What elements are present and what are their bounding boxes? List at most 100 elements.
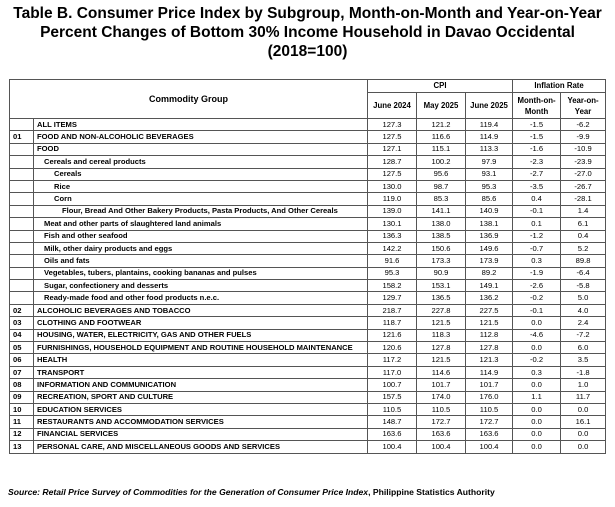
cell-code: 13	[9, 440, 34, 454]
cell-cpi-may-2025: 121.2	[416, 117, 466, 132]
cell-code: 02	[9, 303, 34, 318]
header-june-2024: June 2024	[367, 92, 417, 119]
cell-cpi-june-2024: 117.0	[367, 365, 417, 380]
cell-cpi-may-2025: 90.9	[416, 266, 466, 281]
cell-code: 03	[9, 316, 34, 330]
cell-cpi-june-2025: 121.3	[464, 353, 514, 367]
cell-cpi-may-2025: 172.7	[416, 415, 466, 429]
cell-cpi-june-2024: 148.7	[367, 415, 417, 429]
cell-year-on-year: -7.2	[560, 328, 607, 343]
header-yoy-line-2: Year	[574, 106, 592, 116]
cell-cpi-may-2025: 138.5	[416, 229, 466, 243]
cell-cpi-june-2024: 142.2	[367, 241, 417, 256]
table-row: Meat and other parts of slaughtered land…	[9, 217, 607, 231]
cell-month-on-month: 0.0	[512, 427, 562, 442]
header-june-2025: June 2025	[464, 92, 514, 119]
cell-commodity-group: Meat and other parts of slaughtered land…	[33, 217, 368, 231]
table-row: Ready-made food and other food products …	[9, 291, 607, 305]
table-row: 07 TRANSPORT 117.0 114.6 114.9 0.3 -1.8	[9, 365, 607, 380]
title-line-2: Percent Changes of Bottom 30% Income Hou…	[40, 24, 575, 41]
header-mom-line-2: Month	[524, 106, 549, 116]
cell-year-on-year: 2.4	[560, 316, 607, 330]
cell-cpi-may-2025: 85.3	[416, 192, 466, 206]
cell-month-on-month: -1.2	[512, 229, 562, 243]
header-month-on-month: Month-on- Month	[512, 92, 562, 119]
cell-cpi-may-2025: 114.6	[416, 365, 466, 380]
cell-commodity-group: Sugar, confectionery and desserts	[33, 279, 368, 293]
cell-cpi-may-2025: 110.5	[416, 402, 466, 417]
table-row: Corn 119.0 85.3 85.6 0.4 -28.1	[9, 192, 607, 206]
cell-month-on-month: 0.0	[512, 316, 562, 330]
table-row: 01 FOOD AND NON-ALCOHOLIC BEVERAGES 127.5 1…	[9, 130, 607, 144]
cell-year-on-year: -6.2	[560, 117, 607, 132]
cell-year-on-year: 89.8	[560, 254, 607, 268]
cell-year-on-year: 11.7	[560, 390, 607, 405]
cell-code: 11	[9, 415, 34, 429]
cell-cpi-june-2025: 149.6	[464, 241, 514, 256]
cell-commodity-group: RECREATION, SPORT AND CULTURE	[33, 390, 368, 405]
table-row: 04 HOUSING, WATER, ELECTRICITY, GAS AND O…	[9, 328, 607, 343]
cell-code: 04	[9, 328, 34, 343]
cell-commodity-group: Cereals	[33, 167, 368, 181]
cpi-table-container: Commodity Group CPI Inflation Rate June …	[9, 79, 607, 454]
cell-cpi-june-2024: 127.1	[367, 142, 417, 157]
cell-year-on-year: -23.9	[560, 155, 607, 169]
cell-month-on-month: 0.4	[512, 192, 562, 206]
cell-year-on-year: 6.0	[560, 341, 607, 355]
cell-month-on-month: -0.1	[512, 303, 562, 318]
cell-commodity-group: EDUCATION SERVICES	[33, 402, 368, 417]
cell-cpi-june-2025: 85.6	[464, 192, 514, 206]
cell-commodity-group: RESTAURANTS AND ACCOMMODATION SERVICES	[33, 415, 368, 429]
table-row: Cereals 127.5 95.6 93.1 -2.7 -27.0	[9, 167, 607, 181]
cell-cpi-june-2025: 97.9	[464, 155, 514, 169]
cell-year-on-year: -6.4	[560, 266, 607, 281]
cell-cpi-june-2025: 127.8	[464, 341, 514, 355]
cell-cpi-june-2025: 136.2	[464, 291, 514, 305]
cell-code: 01	[9, 130, 34, 144]
cell-cpi-june-2024: 157.5	[367, 390, 417, 405]
cell-commodity-group: Vegetables, tubers, plantains, cooking b…	[33, 266, 368, 281]
cell-code	[9, 179, 34, 194]
table-title: Table B. Consumer Price Index by Subgrou…	[0, 4, 615, 61]
cell-commodity-group: CLOTHING AND FOOTWEAR	[33, 316, 368, 330]
cell-cpi-june-2025: 112.8	[464, 328, 514, 343]
cell-cpi-may-2025: 115.1	[416, 142, 466, 157]
cell-year-on-year: 4.0	[560, 303, 607, 318]
cell-cpi-may-2025: 100.2	[416, 155, 466, 169]
cell-month-on-month: 0.0	[512, 440, 562, 454]
cell-month-on-month: -1.6	[512, 142, 562, 157]
cell-code	[9, 291, 34, 305]
cell-year-on-year: 1.0	[560, 378, 607, 392]
cell-cpi-june-2025: 121.5	[464, 316, 514, 330]
cell-cpi-june-2025: 89.2	[464, 266, 514, 281]
table-row: Sugar, confectionery and desserts 158.2 15…	[9, 279, 607, 293]
table-row: Vegetables, tubers, plantains, cooking b…	[9, 266, 607, 281]
cell-year-on-year: 16.1	[560, 415, 607, 429]
cell-cpi-may-2025: 150.6	[416, 241, 466, 256]
cell-cpi-may-2025: 173.3	[416, 254, 466, 268]
cell-code	[9, 279, 34, 293]
cell-month-on-month: 0.3	[512, 365, 562, 380]
cell-cpi-june-2025: 227.5	[464, 303, 514, 318]
table-row: ALL ITEMS 127.3 121.2 119.4 -1.5 -6.2	[9, 117, 607, 132]
cell-cpi-june-2025: 110.5	[464, 402, 514, 417]
cell-year-on-year: -26.7	[560, 179, 607, 194]
cell-code: 10	[9, 402, 34, 417]
cell-cpi-may-2025: 95.6	[416, 167, 466, 181]
cell-year-on-year: -5.8	[560, 279, 607, 293]
cell-cpi-june-2024: 130.0	[367, 179, 417, 194]
cell-year-on-year: 5.2	[560, 241, 607, 256]
cell-year-on-year: -28.1	[560, 192, 607, 206]
table-row: Oils and fats 91.6 173.3 173.9 0.3 89.8	[9, 254, 607, 268]
source-agency: , Philippine Statistics Authority	[368, 487, 495, 497]
header-yoy-line-1: Year-on-	[567, 95, 599, 105]
cell-cpi-may-2025: 98.7	[416, 179, 466, 194]
source-survey-name: Retail Price Survey of Commodities for t…	[42, 487, 369, 497]
cell-cpi-may-2025: 141.1	[416, 204, 466, 219]
cell-commodity-group: Oils and fats	[33, 254, 368, 268]
cell-year-on-year: 0.0	[560, 440, 607, 454]
cell-cpi-may-2025: 127.8	[416, 341, 466, 355]
cell-cpi-june-2024: 110.5	[367, 402, 417, 417]
cell-cpi-may-2025: 101.7	[416, 378, 466, 392]
cell-commodity-group: TRANSPORT	[33, 365, 368, 380]
